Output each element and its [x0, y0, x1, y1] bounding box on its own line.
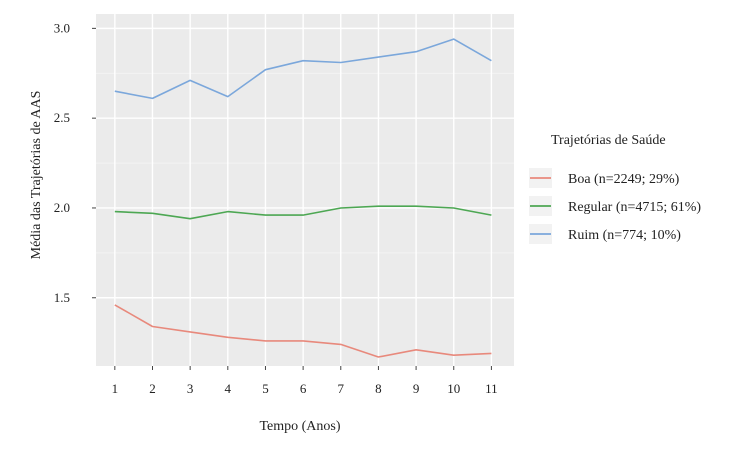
series-line-1 — [114, 304, 492, 358]
y-axis-title: Média das Trajetórias de AAS — [29, 91, 44, 260]
y-tick-label: 2.5 — [54, 110, 70, 125]
x-tick-label: 1 — [112, 381, 119, 396]
x-tick-label: 10 — [447, 381, 460, 396]
y-tick-label: 3.0 — [54, 20, 70, 35]
x-axis-title: Tempo (Anos) — [259, 419, 340, 434]
x-tick-label: 3 — [187, 381, 194, 396]
x-axis: 1 2 3 4 5 6 7 8 9 10 11 — [112, 366, 498, 396]
x-tick-label: 6 — [300, 381, 307, 396]
series-line-2 — [114, 205, 492, 220]
x-tick-label: 7 — [338, 381, 345, 396]
legend-label: Regular (n=4715; 61%) — [568, 200, 701, 215]
legend-label: Boa (n=2249; 29%) — [568, 172, 680, 187]
y-axis: 1.5 2.0 2.5 3.0 — [54, 20, 96, 305]
x-tick-label: 2 — [149, 381, 156, 396]
y-tick-label: 2.0 — [54, 200, 70, 215]
series-layer — [114, 38, 492, 358]
x-tick-label: 9 — [413, 381, 420, 396]
grid-layer — [96, 14, 514, 366]
x-tick-label: 5 — [262, 381, 269, 396]
plot-panel — [96, 14, 514, 366]
x-tick-label: 4 — [225, 381, 232, 396]
legend-title: Trajetórias de Saúde — [551, 133, 666, 148]
y-tick-label: 1.5 — [54, 290, 70, 305]
x-tick-label: 11 — [485, 381, 498, 396]
x-tick-label: 8 — [375, 381, 382, 396]
legend: Boa (n=2249; 29%) Regular (n=4715; 61%) Ru… — [529, 168, 701, 244]
legend-label: Ruim (n=774; 10%) — [568, 228, 681, 243]
series-line-3 — [114, 38, 492, 100]
